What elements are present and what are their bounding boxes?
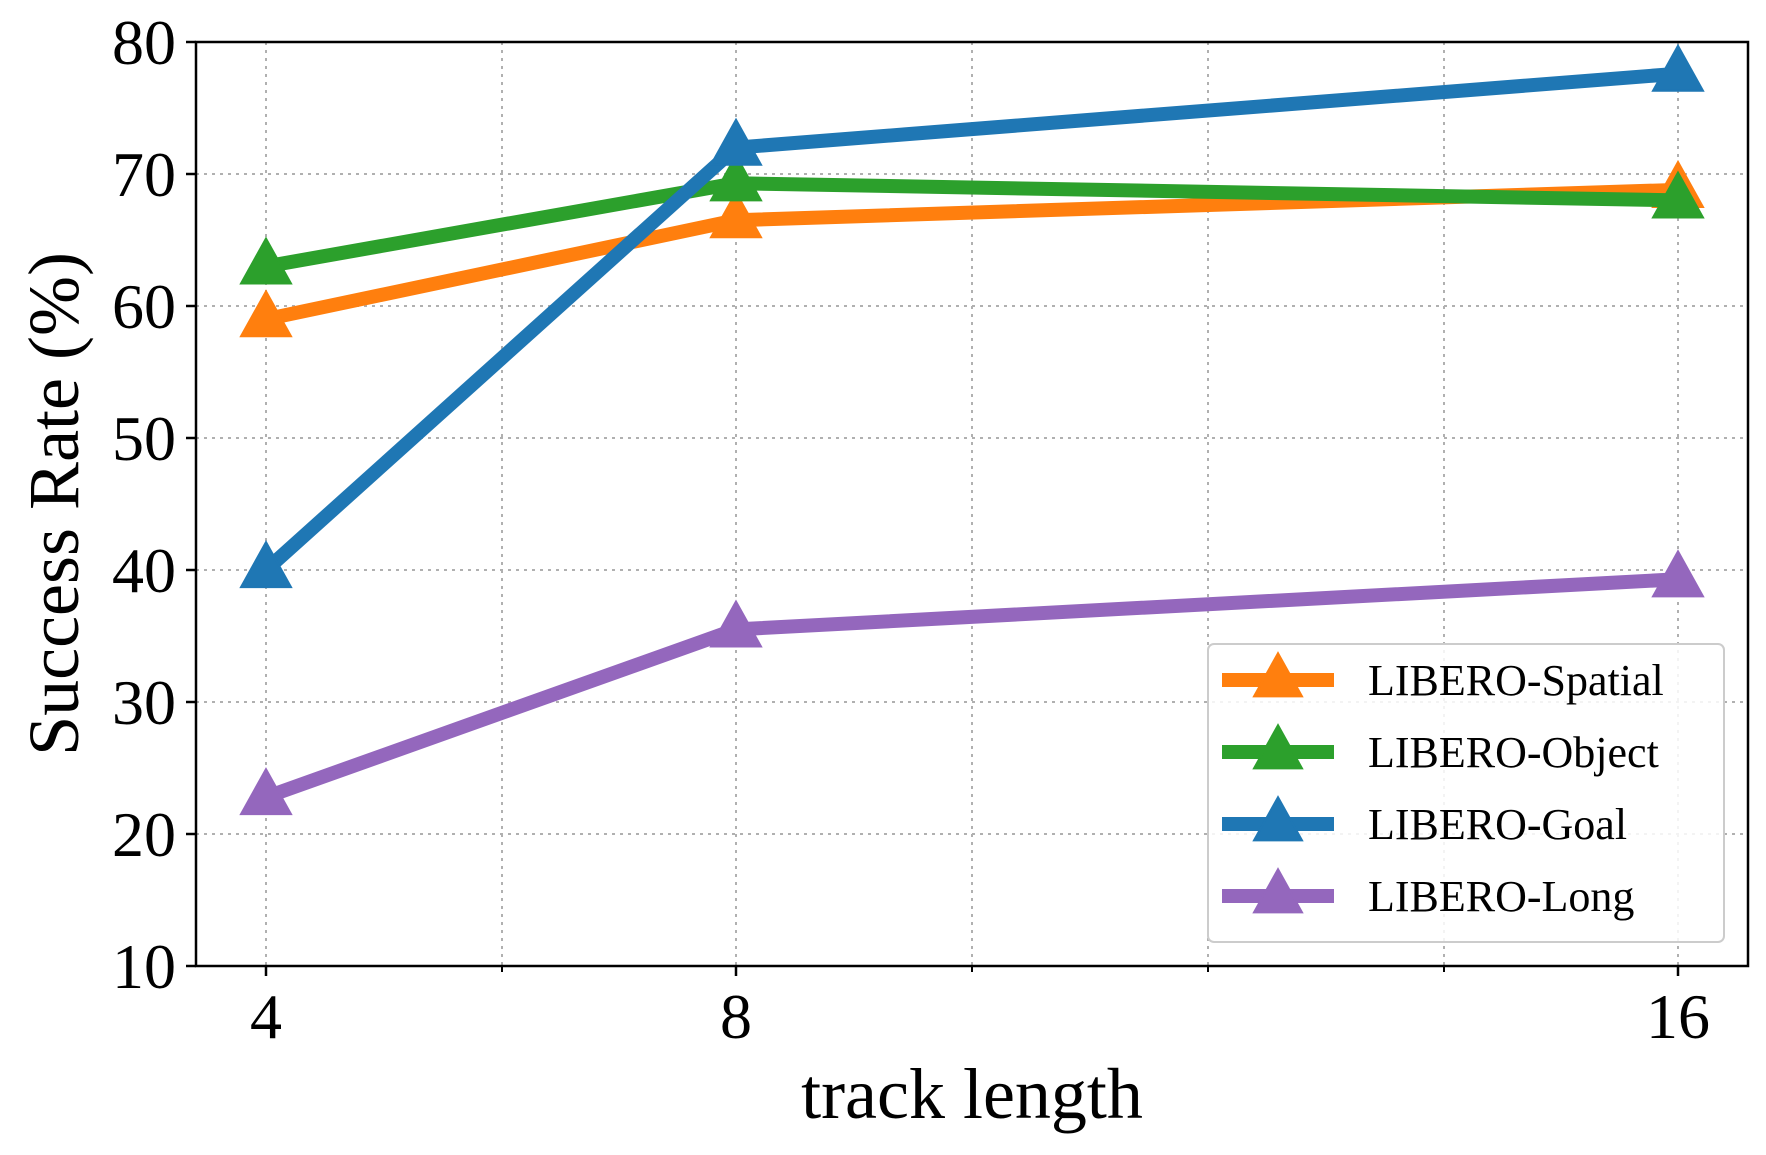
y-axis-label: Success Rate (%): [14, 252, 94, 756]
legend-item-libero-long: LIBERO-Long: [1222, 867, 1634, 921]
y-tick-label: 60: [112, 271, 176, 342]
data-point-libero-goal: [239, 540, 293, 589]
legend-box: [1207, 643, 1725, 943]
series-group: [239, 43, 1705, 816]
legend-label-libero-long: LIBERO-Long: [1368, 872, 1634, 921]
legend-marker-libero-long: [1252, 867, 1304, 914]
legend-marker-libero-spatial: [1252, 651, 1304, 698]
legend-label-libero-object: LIBERO-Object: [1368, 728, 1659, 777]
legend-marker-libero-object: [1252, 723, 1304, 770]
data-point-libero-object: [239, 236, 293, 285]
x-axis-label: track length: [801, 1054, 1143, 1134]
legend-item-libero-goal: LIBERO-Goal: [1222, 795, 1627, 849]
data-point-libero-spatial: [709, 190, 763, 239]
data-point-libero-long: [1651, 549, 1705, 598]
y-tick-label: 80: [112, 7, 176, 78]
y-tick-label: 50: [112, 403, 176, 474]
y-tick-label: 30: [112, 667, 176, 738]
data-point-libero-goal: [709, 117, 763, 166]
x-tick-label: 16: [1646, 981, 1710, 1052]
series-libero-object: [239, 153, 1705, 285]
data-point-libero-long: [239, 767, 293, 816]
x-tick-label: 8: [720, 981, 752, 1052]
legend-marker-libero-goal: [1252, 795, 1304, 842]
y-tick-label: 10: [112, 931, 176, 1002]
y-tick-label: 70: [112, 139, 176, 210]
data-point-libero-object: [1651, 170, 1705, 219]
legend-item-libero-object: LIBERO-Object: [1222, 723, 1659, 777]
data-point-libero-goal: [1651, 43, 1705, 92]
legend-item-libero-spatial: LIBERO-Spatial: [1222, 651, 1664, 705]
x-tick-label: 4: [250, 981, 282, 1052]
series-libero-goal: [239, 43, 1705, 589]
series-libero-long: [239, 549, 1705, 816]
data-point-libero-object: [709, 153, 763, 202]
legend: LIBERO-Spatial LIBERO-Object LIBERO-Goal LI…: [1207, 643, 1725, 943]
data-point-libero-spatial: [239, 289, 293, 338]
y-tick-label: 40: [112, 535, 176, 606]
data-point-libero-long: [709, 599, 763, 648]
y-tick-label: 20: [112, 799, 176, 870]
legend-label-libero-spatial: LIBERO-Spatial: [1368, 656, 1664, 705]
legend-label-libero-goal: LIBERO-Goal: [1368, 800, 1627, 849]
